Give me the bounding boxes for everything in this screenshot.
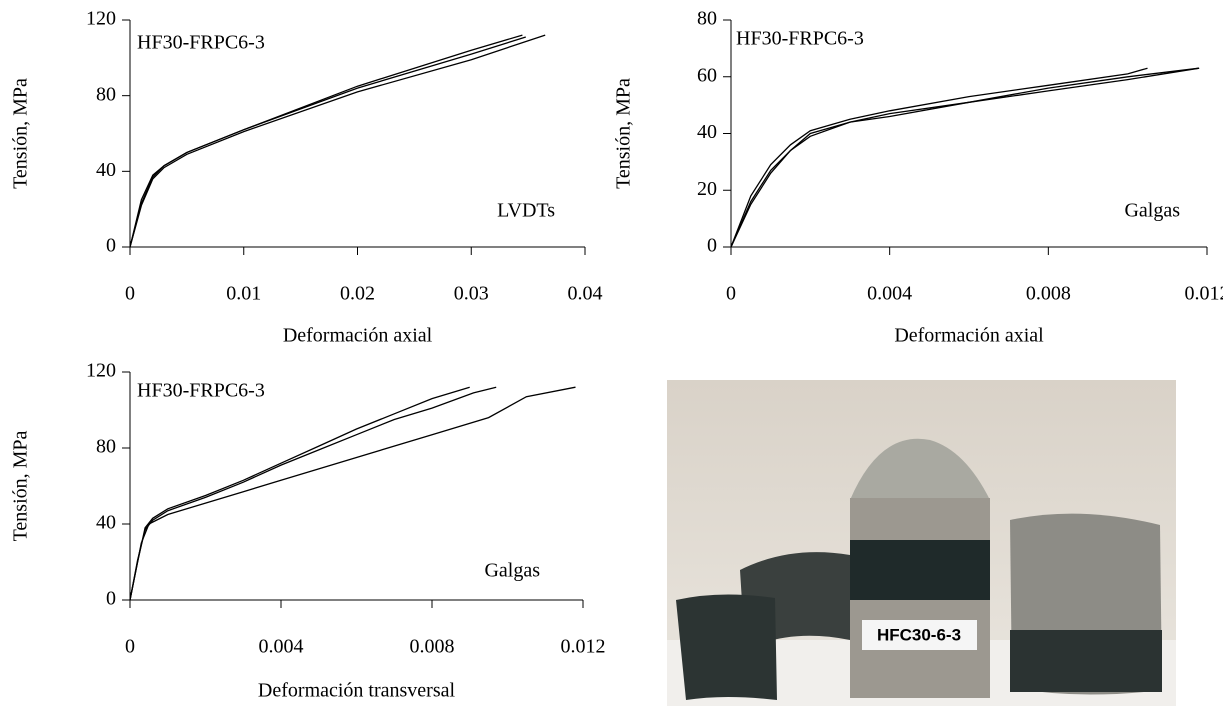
x-tick-label: 0.008 — [410, 636, 455, 658]
data-line — [129, 386, 470, 601]
annotation: HF30-FRPC6-3 — [137, 32, 265, 54]
data-line — [129, 34, 546, 248]
x-tick-label: 0 — [726, 283, 736, 305]
x-tick-label: 0.004 — [259, 636, 304, 658]
data-line — [129, 34, 523, 248]
x-tick-label: 0.012 — [1185, 283, 1223, 305]
annotation: Galgas — [1124, 200, 1180, 222]
x-tick-label: 0.02 — [340, 283, 375, 305]
x-tick-label: 0.01 — [226, 283, 261, 305]
x-axis-label: Deformación axial — [283, 325, 433, 347]
data-line — [129, 386, 576, 601]
annotation: LVDTs — [497, 200, 555, 222]
x-axis-label: Deformación transversal — [258, 680, 456, 702]
data-line — [129, 386, 497, 601]
y-tick-label: 40 — [697, 121, 717, 143]
y-tick-label: 0 — [106, 235, 116, 257]
y-tick-label: 0 — [106, 588, 116, 610]
x-tick-label: 0.004 — [867, 283, 912, 305]
y-axis-label: Tensión, MPa — [10, 430, 32, 541]
annotation: Galgas — [484, 560, 540, 582]
annotation: HF30-FRPC6-3 — [137, 380, 265, 402]
photo-label: HFC30-6-3 — [877, 625, 961, 644]
y-axis-label: Tensión, MPa — [613, 78, 635, 189]
y-tick-label: 120 — [86, 8, 116, 30]
y-tick-label: 20 — [697, 178, 717, 200]
photo: HFC30-6-3 — [667, 380, 1176, 706]
x-axis-label: Deformación axial — [894, 325, 1044, 347]
y-tick-label: 60 — [697, 64, 717, 86]
y-tick-label: 40 — [96, 512, 116, 534]
x-tick-label: 0 — [125, 283, 135, 305]
x-tick-label: 0.012 — [561, 636, 606, 658]
y-tick-label: 80 — [96, 83, 116, 105]
data-line — [730, 67, 1148, 248]
x-tick-label: 0.04 — [568, 283, 603, 305]
x-tick-label: 0.008 — [1026, 283, 1071, 305]
x-tick-label: 0 — [125, 636, 135, 658]
data-line — [129, 36, 526, 248]
y-tick-label: 40 — [96, 159, 116, 181]
y-tick-label: 80 — [697, 8, 717, 30]
y-tick-label: 80 — [96, 436, 116, 458]
data-line — [730, 67, 1200, 248]
y-tick-label: 0 — [707, 235, 717, 257]
x-tick-label: 0.03 — [454, 283, 489, 305]
annotation: HF30-FRPC6-3 — [736, 28, 864, 50]
y-tick-label: 120 — [86, 360, 116, 382]
y-axis-label: Tensión, MPa — [10, 78, 32, 189]
